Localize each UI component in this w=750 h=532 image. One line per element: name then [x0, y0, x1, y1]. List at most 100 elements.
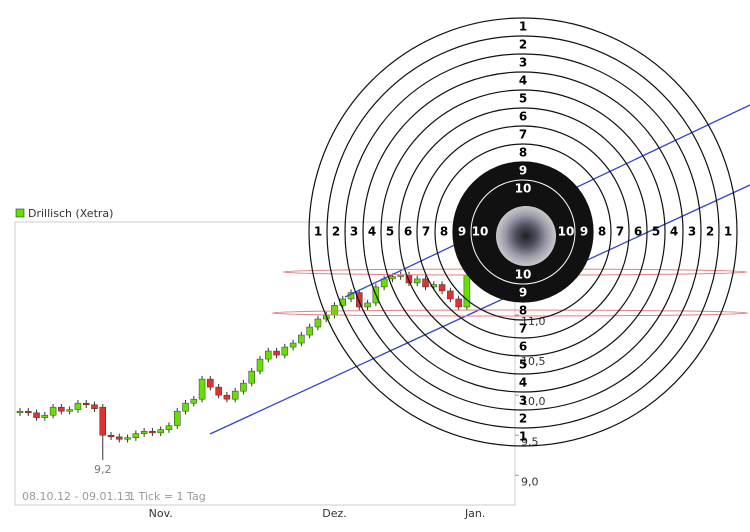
ring-label: 3	[350, 225, 358, 239]
target-ring	[326, 35, 720, 429]
ring-label: 6	[404, 225, 412, 239]
ring-label: 5	[519, 358, 527, 372]
candle-body	[173, 410, 181, 426]
target-ring	[470, 179, 576, 285]
candle-body	[438, 284, 446, 292]
candle-body	[223, 394, 231, 400]
ring-label: 2	[519, 412, 527, 426]
y-tick-label: 9,5	[521, 435, 539, 448]
ring-label: 8	[519, 304, 527, 318]
candle-body	[422, 278, 429, 288]
target-ring	[344, 53, 702, 411]
candle-body	[165, 425, 173, 430]
candle-body	[149, 430, 156, 434]
ring-label: 9	[458, 225, 466, 239]
target-ring	[416, 125, 630, 339]
x-tick-label: Jan.	[464, 507, 485, 520]
candle-body	[281, 346, 289, 356]
ring-label: 9	[580, 225, 588, 239]
legend-swatch	[15, 208, 25, 218]
ring-label: 2	[519, 38, 527, 52]
ring-label: 1	[314, 225, 322, 239]
candle-body	[273, 350, 280, 356]
ring-label: 8	[440, 225, 448, 239]
ring-label: 3	[519, 56, 527, 70]
candle-body	[331, 305, 338, 316]
ring-label: 7	[519, 322, 527, 336]
candle-body	[265, 350, 272, 360]
date-range: 08.10.12 - 09.01.13	[22, 490, 131, 503]
candle-body	[91, 404, 98, 410]
y-tick-label: 10,0	[521, 395, 546, 408]
ring-label: 4	[519, 74, 527, 88]
candle-body	[430, 284, 438, 288]
candle-body	[389, 276, 396, 280]
ring-label: 4	[368, 225, 376, 239]
candle-body	[215, 386, 222, 396]
ring-label: 2	[706, 225, 714, 239]
ring-label: 5	[519, 92, 527, 106]
ring-label: 7	[422, 225, 430, 239]
ring-label: 5	[386, 225, 394, 239]
legend-label: Drillisch (Xetra)	[28, 207, 113, 220]
tick-note: 1 Tick = 1 Tag	[128, 490, 206, 503]
candle-body	[298, 334, 305, 344]
candle-body	[207, 378, 214, 388]
bullet-hole	[496, 206, 556, 266]
candle-body	[256, 358, 264, 372]
candle-body	[99, 406, 107, 436]
ring-label: 10	[472, 225, 489, 239]
target-ring	[398, 107, 648, 357]
candle-body	[198, 378, 206, 400]
ring-label: 1	[519, 430, 527, 444]
candle-body	[124, 437, 131, 440]
y-tick-label: 10,5	[521, 355, 546, 368]
candle-body	[140, 430, 148, 434]
candle-body	[41, 414, 49, 418]
candle-body	[58, 406, 65, 412]
low-annotation: 9,2	[94, 463, 112, 476]
ring-label: 9	[519, 286, 527, 300]
candle-body	[364, 302, 371, 308]
ring-label: 5	[652, 225, 660, 239]
candle-body	[49, 406, 57, 416]
candle-body	[248, 370, 255, 384]
target-ring	[362, 71, 684, 393]
candle-body	[66, 409, 73, 412]
ring-label: 6	[519, 340, 527, 354]
ring-label: 9	[519, 164, 527, 178]
candle-body	[455, 298, 462, 308]
candle-body	[116, 436, 123, 440]
y-tick-label: 9,0	[521, 475, 539, 488]
ring-label: 7	[519, 128, 527, 142]
ring-label: 3	[519, 394, 527, 408]
highlight-band	[271, 309, 749, 317]
target-ring	[434, 143, 612, 321]
ring-label: 8	[598, 225, 606, 239]
ring-label: 7	[616, 225, 624, 239]
ring-label: 10	[558, 225, 575, 239]
candle-body	[33, 412, 40, 418]
candle-body	[306, 326, 313, 336]
ring-label: 10	[515, 268, 532, 282]
candle-body	[240, 382, 247, 392]
ring-label: 3	[688, 225, 696, 239]
candle-body	[82, 402, 90, 406]
ring-label: 4	[519, 376, 527, 390]
ring-label: 1	[724, 225, 732, 239]
ring-label: 2	[332, 225, 340, 239]
candle-body	[289, 342, 297, 348]
ring-label: 4	[670, 225, 678, 239]
ring-label: 8	[519, 146, 527, 160]
candle-body	[16, 410, 24, 414]
candle-body	[107, 435, 115, 438]
candle-body	[447, 290, 454, 300]
ring-label: 6	[519, 110, 527, 124]
candle-body	[157, 429, 164, 434]
plot-frame	[14, 221, 516, 506]
candle-body	[356, 292, 363, 308]
candle-body	[132, 433, 140, 438]
target-ring	[308, 17, 738, 447]
